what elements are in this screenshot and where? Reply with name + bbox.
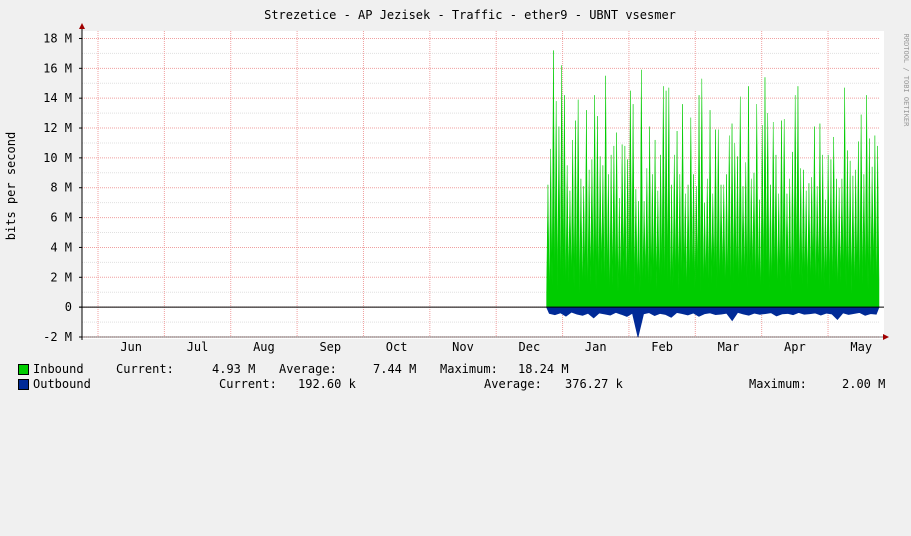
y-tick-label: 14 M bbox=[43, 91, 72, 105]
x-tick-label: Sep bbox=[319, 340, 341, 354]
y-axis-arrow bbox=[79, 23, 85, 29]
legend-row-outbound: Outbound Current: 192.60 k Average: 376.… bbox=[0, 376, 911, 392]
x-tick-label: Oct bbox=[386, 340, 408, 354]
x-tick-label: Nov bbox=[452, 340, 474, 354]
outbound-legend-name: Outbound bbox=[33, 377, 91, 391]
y-tick-label: 16 M bbox=[43, 61, 72, 75]
y-tick-label: -2 M bbox=[43, 330, 72, 344]
y-tick-label: 8 M bbox=[50, 181, 72, 195]
y-tick-label: 0 bbox=[65, 300, 72, 314]
x-axis-arrow bbox=[883, 334, 889, 340]
x-tick-label: Jun bbox=[120, 340, 142, 354]
x-tick-label: Mar bbox=[718, 340, 740, 354]
chart-svg: -2 M 0 2 M 4 M 6 M 8 M 10 M 12 M 14 M 16 M 18 M Ju… bbox=[4, 8, 910, 354]
inbound-current-label: Current: bbox=[116, 362, 174, 376]
outbound-series-path bbox=[545, 306, 880, 338]
rrdtool-watermark: RRDTOOL / TOBI OETIKER bbox=[902, 34, 910, 128]
outbound-current-label: Current: bbox=[219, 377, 277, 391]
outbound-average-label: Average: bbox=[484, 377, 542, 391]
x-tick-label: Jul bbox=[187, 340, 209, 354]
y-tick-label: 10 M bbox=[43, 151, 72, 165]
inbound-area bbox=[546, 50, 880, 308]
y-tick-label: 12 M bbox=[43, 121, 72, 135]
outbound-average-value: 376.27 k bbox=[565, 377, 623, 391]
y-tick-label: 18 M bbox=[43, 31, 72, 45]
x-tick-label: Aug bbox=[253, 340, 275, 354]
legend-row-inbound: Inbound Current: 4.93 M Average: 7.44 M … bbox=[0, 361, 911, 377]
inbound-average-label: Average: bbox=[279, 362, 337, 376]
x-tick-label: Feb bbox=[651, 340, 673, 354]
x-tick-label: Jan bbox=[585, 340, 607, 354]
outbound-swatch bbox=[18, 379, 29, 390]
traffic-graph: -2 M 0 2 M 4 M 6 M 8 M 10 M 12 M 14 M 16 M 18 M Ju… bbox=[0, 8, 911, 392]
inbound-maximum-value: 18.24 M bbox=[518, 362, 569, 376]
inbound-current-value: 4.93 M bbox=[212, 362, 256, 376]
outbound-current-value: 192.60 k bbox=[298, 377, 356, 391]
y-tick-labels: -2 M 0 2 M 4 M 6 M 8 M 10 M 12 M 14 M 16 M 18 M bbox=[43, 31, 72, 344]
inbound-average-value: 7.44 M bbox=[373, 362, 417, 376]
x-tick-labels: Jun Jul Aug Sep Oct Nov Dec Jan Feb Mar Apr May bbox=[120, 340, 872, 354]
x-tick-label: May bbox=[850, 340, 872, 354]
inbound-series-path bbox=[546, 50, 880, 308]
y-tick-label: 6 M bbox=[50, 211, 72, 225]
outbound-maximum-label: Maximum: bbox=[749, 377, 807, 391]
inbound-legend-name: Inbound bbox=[33, 362, 84, 376]
chart-title: Strezetice - AP Jezisek - Traffic - ethe… bbox=[264, 8, 676, 22]
y-tick-label: 4 M bbox=[50, 240, 72, 254]
outbound-area bbox=[545, 306, 880, 338]
y-tick-label: 2 M bbox=[50, 270, 72, 284]
y-axis-label: bits per second bbox=[4, 132, 18, 240]
x-tick-label: Apr bbox=[784, 340, 806, 354]
inbound-maximum-label: Maximum: bbox=[440, 362, 498, 376]
x-tick-label: Dec bbox=[519, 340, 541, 354]
inbound-swatch bbox=[18, 364, 29, 375]
axes bbox=[79, 23, 889, 340]
outbound-maximum-value: 2.00 M bbox=[842, 377, 886, 391]
